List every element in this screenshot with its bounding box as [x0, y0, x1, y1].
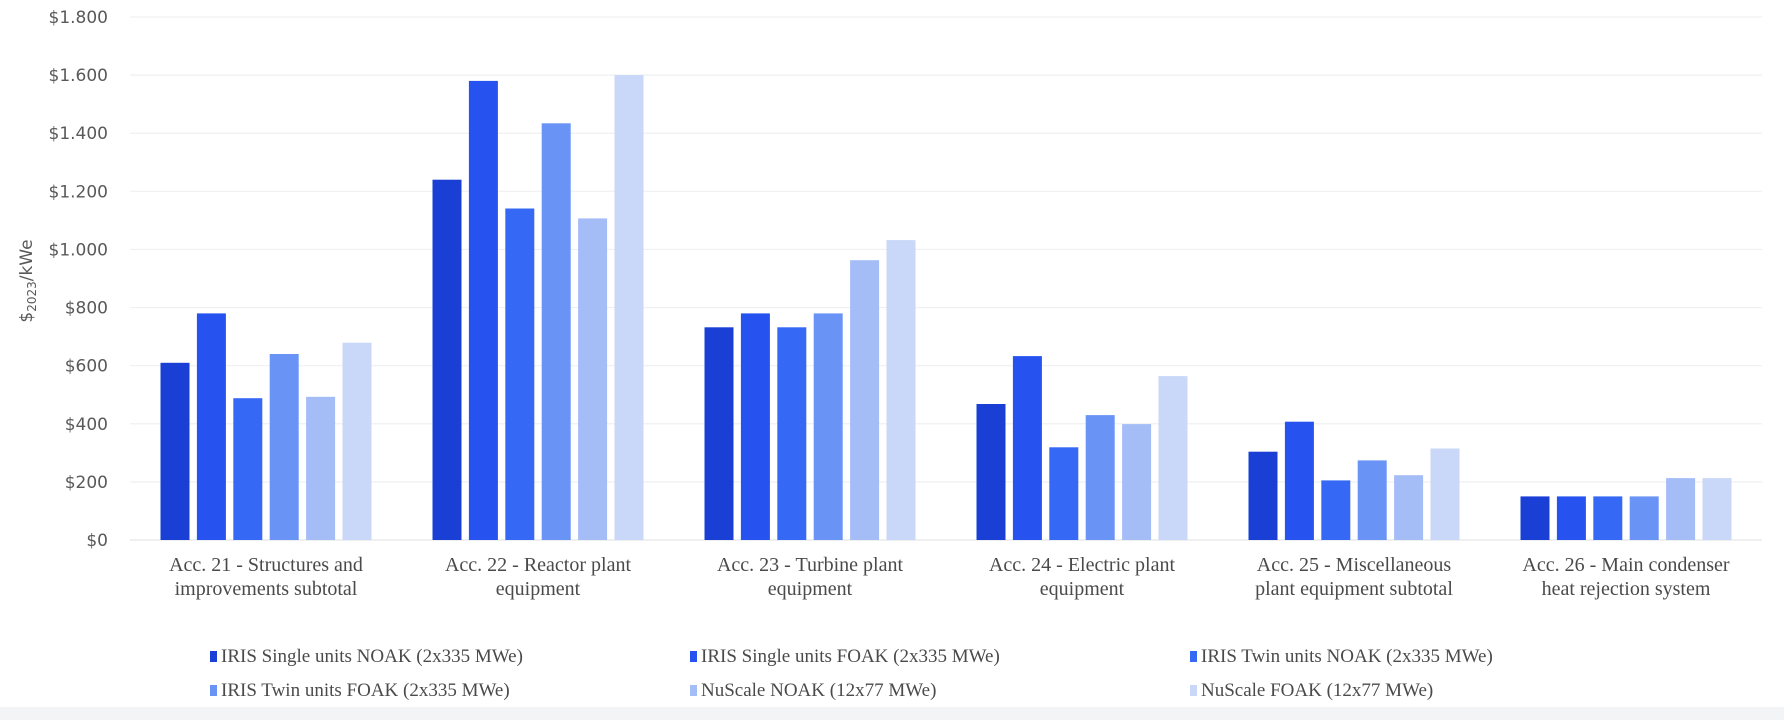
- y-axis-title-main: $: [17, 312, 37, 323]
- y-tick-label: $0: [86, 531, 108, 551]
- legend-label: IRIS Single units NOAK (2x335 MWe): [221, 646, 523, 667]
- bar: [704, 327, 734, 540]
- bar: [850, 260, 880, 540]
- y-axis-title-subscript: 2023: [25, 281, 39, 312]
- y-tick-label: $1.400: [49, 124, 108, 144]
- y-tick-label: $1.800: [49, 8, 108, 28]
- legend-label: IRIS Twin units FOAK (2x335 MWe): [221, 680, 510, 701]
- bar: [1520, 496, 1550, 540]
- bar: [1248, 451, 1278, 540]
- y-tick-label: $200: [65, 473, 108, 493]
- x-category-label: Acc. 26 - Main condenser: [1522, 554, 1729, 576]
- bar: [233, 398, 263, 540]
- legend-item: NuScale FOAK (12x77 MWe): [1190, 680, 1433, 701]
- bar: [1430, 448, 1460, 540]
- bar: [1085, 415, 1115, 540]
- bar: [468, 80, 498, 541]
- legend-item: IRIS Twin units FOAK (2x335 MWe): [210, 680, 510, 701]
- y-axis-ticks: $0 $200 $400 $600 $800 $1.000 $1.200 $1.400 $1.6…: [49, 8, 108, 551]
- bar: [1158, 376, 1188, 540]
- bar: [1556, 496, 1586, 540]
- legend-item: NuScale NOAK (12x77 MWe): [690, 680, 936, 701]
- legend-swatch: [210, 685, 217, 696]
- y-tick-label: $1.200: [49, 182, 108, 202]
- bar-group: [704, 240, 916, 540]
- gridlines: [130, 16, 1762, 541]
- legend-swatch: [690, 651, 697, 662]
- x-category-label: equipment: [496, 578, 581, 600]
- legend-label: NuScale FOAK (12x77 MWe): [1201, 680, 1433, 701]
- y-tick-label: $1.600: [49, 66, 108, 86]
- y-axis-title-tail: /kWe: [17, 239, 37, 281]
- legend-swatch: [1190, 651, 1197, 662]
- bar: [160, 362, 190, 540]
- x-category-label: heat rejection system: [1542, 578, 1711, 600]
- legend-swatch: [1190, 685, 1197, 696]
- legend-item: IRIS Twin units NOAK (2x335 MWe): [1190, 646, 1493, 667]
- bar: [976, 404, 1006, 540]
- x-category-label: Acc. 24 - Electric plant: [989, 554, 1175, 576]
- bar: [1049, 447, 1079, 540]
- bar-group: [432, 75, 644, 541]
- y-tick-label: $400: [65, 415, 108, 435]
- legend-swatch: [210, 651, 217, 662]
- bar: [740, 313, 770, 540]
- legend-item: IRIS Single units NOAK (2x335 MWe): [210, 646, 523, 667]
- y-tick-label: $1.000: [49, 240, 108, 260]
- legend-label: IRIS Twin units NOAK (2x335 MWe): [1201, 646, 1493, 667]
- bar: [578, 218, 608, 540]
- bar-group: [976, 356, 1188, 540]
- x-category-label: equipment: [1040, 578, 1125, 600]
- x-category-label: Acc. 25 - Miscellaneous: [1257, 554, 1452, 576]
- bar: [541, 123, 571, 541]
- bar: [1321, 480, 1351, 540]
- bar: [1012, 356, 1042, 540]
- bar: [1122, 424, 1152, 540]
- bottom-band: [0, 707, 1784, 720]
- legend-label: IRIS Single units FOAK (2x335 MWe): [701, 646, 1000, 667]
- x-category-label: Acc. 23 - Turbine plant: [717, 554, 904, 576]
- bar: [1666, 478, 1696, 540]
- x-category-label: plant equipment subtotal: [1255, 578, 1453, 600]
- bar-group: [1248, 421, 1460, 540]
- bar-group: [160, 313, 372, 540]
- bar: [614, 75, 644, 540]
- y-tick-label: $800: [65, 299, 108, 319]
- x-category-label: Acc. 22 - Reactor plant: [445, 554, 631, 576]
- bar: [1629, 496, 1659, 540]
- bar: [1357, 460, 1387, 540]
- bar: [306, 396, 336, 540]
- legend-label: NuScale NOAK (12x77 MWe): [701, 680, 936, 701]
- legend: IRIS Single units NOAK (2x335 MWe) IRIS S…: [210, 646, 1493, 701]
- bar: [342, 342, 372, 540]
- bar: [777, 327, 807, 540]
- bar: [505, 208, 535, 540]
- bar-group: [1520, 478, 1732, 540]
- x-category-label: equipment: [768, 578, 853, 600]
- bar: [813, 313, 843, 540]
- bar: [196, 313, 226, 540]
- bar: [432, 179, 462, 540]
- legend-item: IRIS Single units FOAK (2x335 MWe): [690, 646, 1000, 667]
- x-category-label: improvements subtotal: [175, 578, 358, 600]
- legend-swatch: [690, 685, 697, 696]
- x-category-label: Acc. 21 - Structures and: [169, 554, 363, 576]
- bar: [1702, 478, 1732, 540]
- bar: [1394, 475, 1424, 540]
- y-tick-label: $600: [65, 357, 108, 377]
- bars: [160, 75, 1732, 541]
- bar: [886, 240, 916, 540]
- y-axis-title: $2023/kWe: [17, 239, 39, 322]
- bar: [269, 354, 299, 540]
- bar: [1593, 496, 1623, 540]
- bar: [1284, 421, 1314, 540]
